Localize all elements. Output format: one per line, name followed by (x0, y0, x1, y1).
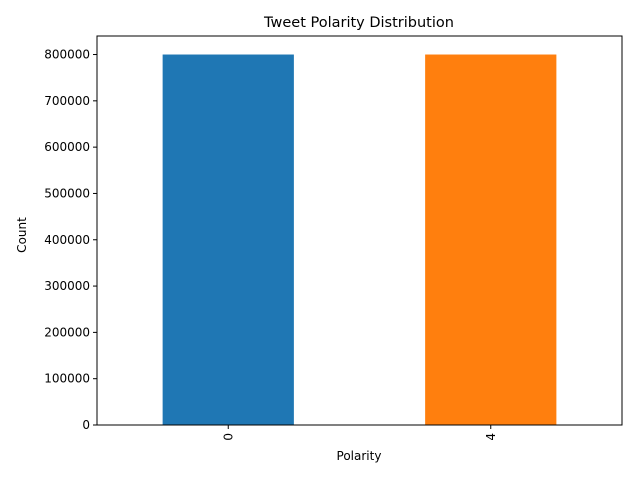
y-tick-label: 800000 (44, 48, 90, 62)
y-tick-label: 400000 (44, 233, 90, 247)
y-axis-label: Count (15, 217, 29, 253)
bar-0 (162, 54, 294, 426)
y-tick-label: 300000 (44, 279, 90, 293)
axes-group (96, 35, 623, 426)
y-tick-label: 600000 (44, 140, 90, 154)
x-tick-label: 0 (221, 433, 235, 441)
y-tick-label: 500000 (44, 186, 90, 200)
bar-4 (425, 54, 557, 426)
x-tick-label: 4 (484, 433, 498, 441)
y-tick-label: 200000 (44, 325, 90, 339)
y-tick-label: 100000 (44, 372, 90, 386)
y-tick-label: 0 (82, 418, 90, 432)
y-axis-ticks: 0 100000 200000 300000 400000 500000 600000 700… (44, 48, 97, 432)
chart-title: Tweet Polarity Distribution (263, 15, 454, 31)
y-tick-label: 700000 (44, 94, 90, 108)
x-axis-label: Polarity (337, 449, 382, 463)
bars-group (162, 54, 557, 426)
plot-frame (96, 35, 623, 426)
